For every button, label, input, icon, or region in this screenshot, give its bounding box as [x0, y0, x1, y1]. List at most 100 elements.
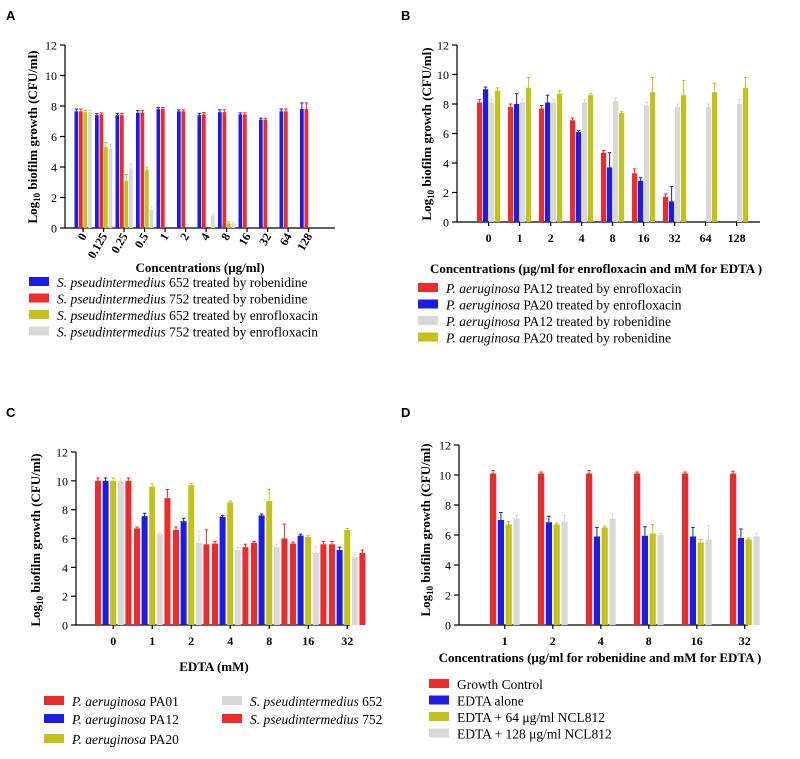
- x-tick-label: 0: [75, 231, 90, 243]
- y-tick-label: 12: [45, 39, 57, 53]
- bar: [601, 152, 607, 222]
- legend-swatch: [429, 728, 449, 738]
- bar: [706, 106, 712, 222]
- bar: [681, 95, 687, 222]
- legend-label-italic: P. aeruginosa: [445, 314, 520, 329]
- legend-swatch: [44, 714, 64, 723]
- bar: [613, 101, 619, 222]
- x-axis-title: Concentrations (μg/ml for enrofloxacin a…: [430, 261, 762, 276]
- bar: [641, 535, 648, 625]
- bar: [234, 550, 241, 625]
- legend-label-text: PA20 treated by robenidine: [520, 331, 671, 346]
- bar: [218, 112, 222, 228]
- y-axis-title: Log10 biofilm growth (CFU/ml): [418, 443, 435, 616]
- bar: [74, 111, 79, 228]
- bar: [619, 112, 625, 222]
- bar: [336, 550, 343, 625]
- bar: [712, 92, 718, 222]
- legend-label: S. pseudintermedius 752: [250, 712, 382, 727]
- bar: [632, 173, 638, 222]
- y-tick-label: 12: [439, 439, 451, 453]
- bar: [489, 102, 495, 222]
- legend-label-italic: P. aeruginosa: [71, 732, 146, 747]
- legend-swatch: [29, 277, 49, 286]
- legend-label-italic: S. pseudintermedius: [57, 275, 166, 290]
- bar: [514, 104, 520, 222]
- legend-swatch: [429, 695, 449, 705]
- bar: [251, 542, 257, 625]
- bar: [136, 112, 140, 228]
- legend-label-text: 752 treated by robenidine: [166, 292, 308, 307]
- bar: [211, 215, 215, 228]
- bar: [359, 552, 366, 625]
- legend-label-text: 752: [359, 712, 383, 727]
- bar: [177, 111, 181, 228]
- legend-label-italic: P. aeruginosa: [445, 331, 520, 346]
- bar: [551, 102, 557, 222]
- bar: [243, 114, 247, 228]
- legend-label: EDTA + 128 μg/ml NCL812: [457, 727, 612, 742]
- legend-label-text: PA12 treated by robenidine: [520, 314, 671, 329]
- bar: [266, 501, 273, 625]
- bar: [737, 538, 744, 625]
- y-tick-label: 2: [443, 186, 449, 200]
- y-axis-title-part: biofilm growth (CFU/ml): [418, 443, 433, 585]
- legend: S. pseudintermedius 652 treated by roben…: [29, 275, 318, 340]
- legend-label-text: PA01: [146, 694, 179, 709]
- bar: [227, 502, 234, 625]
- x-tick-label: 0: [486, 231, 492, 245]
- y-axis-title: Log10 biofilm growth (CFU/ml): [28, 453, 45, 626]
- bar: [737, 104, 743, 222]
- bar: [545, 102, 551, 222]
- bar: [145, 170, 149, 228]
- legend-label: P. aeruginosa PA20 treated by enrofloxac…: [445, 298, 682, 313]
- bar: [305, 537, 312, 625]
- y-axis-title-subscript: 10: [426, 189, 436, 199]
- bar: [181, 111, 186, 228]
- panel-letter: C: [6, 405, 16, 420]
- bar: [344, 529, 351, 625]
- x-tick-label: 128: [728, 231, 746, 245]
- y-axis-title-part: Log: [25, 201, 40, 223]
- x-tick-label: 16: [302, 634, 314, 648]
- bar: [545, 522, 552, 625]
- y-tick-label: 0: [62, 619, 68, 633]
- legend-label: P. aeruginosa PA12 treated by robenidine: [445, 314, 671, 329]
- bar: [140, 112, 145, 228]
- bar: [304, 109, 309, 228]
- y-tick-label: 4: [443, 157, 449, 171]
- legend-label: EDTA alone: [457, 694, 524, 709]
- bar: [141, 516, 148, 625]
- bar: [83, 112, 88, 228]
- legend-swatch: [29, 310, 49, 319]
- legend-label-text: 652: [359, 694, 383, 709]
- legend-label-text: EDTA + 128 μg/ml NCL812: [457, 727, 612, 742]
- legend-label: S. pseudintermedius 652: [250, 694, 382, 709]
- legend-label-text: PA12 treated by enrofloxacin: [520, 281, 682, 296]
- y-tick-label: 4: [445, 559, 451, 573]
- x-tick-label: 0: [110, 634, 116, 648]
- legend-swatch: [418, 332, 438, 342]
- legend-label: Growth Control: [457, 677, 543, 692]
- y-axis-title: Log10 biofilm growth (CFU/ml): [25, 50, 42, 223]
- legend-label-text: 752 treated by enrofloxacin: [166, 325, 318, 340]
- bar: [753, 536, 760, 625]
- panel-letter: B: [401, 8, 410, 23]
- y-tick-label: 10: [437, 68, 449, 82]
- x-tick-label: 1: [517, 231, 523, 245]
- legend-label-italic: P. aeruginosa: [71, 694, 146, 709]
- bar: [490, 473, 497, 625]
- y-tick-label: 4: [51, 161, 57, 175]
- bar: [202, 114, 206, 228]
- bar: [638, 180, 644, 222]
- x-tick-label: 0.5: [132, 231, 152, 251]
- legend-label: P. aeruginosa PA20: [71, 732, 179, 747]
- bar: [95, 480, 101, 625]
- bar: [110, 480, 117, 625]
- bar: [669, 201, 675, 222]
- legend-label-text: Growth Control: [457, 677, 543, 692]
- x-tick-label: 2: [550, 634, 556, 648]
- y-axis-title-part: Log: [28, 604, 43, 626]
- bar: [212, 543, 218, 625]
